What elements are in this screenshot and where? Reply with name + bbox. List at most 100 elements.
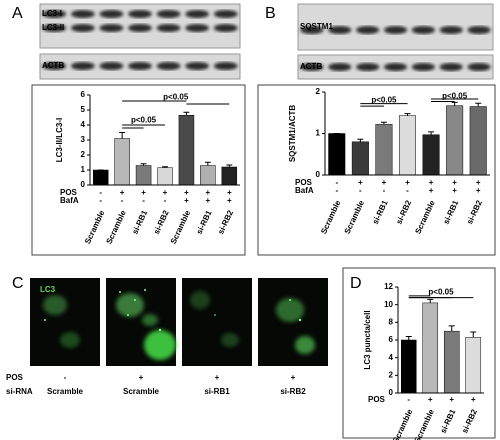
error-bar [427,298,434,303]
x-tick-label: si-RB2 [465,198,484,225]
x-tick-label: Scramble [343,198,367,235]
bar [399,115,416,176]
row-value: + [429,178,434,187]
channel-label: LC3 [40,285,56,294]
error-bar [119,132,126,139]
annotation: p<0.05 [442,91,468,100]
row-value: - [335,178,338,187]
error-bar [162,166,168,168]
row-value: si-RB1 [204,387,230,396]
row-value: - [359,186,362,195]
row-value: - [121,196,124,205]
row-value: + [382,178,387,187]
bar [443,330,460,394]
micrograph [258,278,328,366]
cell-signal [43,291,315,360]
y-axis-label: SQSTM1/ACTB [288,105,297,163]
row-value: - [335,186,338,195]
blot-band [185,62,210,70]
panel-frame [31,84,246,256]
row-value: - [99,196,102,205]
panel-letter: B [265,5,276,22]
bar [157,167,173,186]
row-value: + [139,373,144,382]
bar [400,339,417,394]
blot-band [467,63,491,71]
row-value: + [428,395,433,404]
blot-band [213,24,238,32]
bar [200,165,216,186]
puncta [44,289,302,332]
row-value: + [184,196,189,205]
micrograph [30,278,100,366]
y-tick-label: 2 [81,150,86,159]
x-tick-label: si-RB2 [394,198,413,225]
row-value: + [215,373,220,382]
blot-band [156,10,181,18]
row-value: - [164,196,167,205]
row-value: - [383,186,386,195]
blot-band [185,10,210,18]
blot-band [70,10,95,18]
error-bar [404,113,411,116]
blot-band [42,10,67,18]
blot-band [185,24,210,32]
annotation: p<0.05 [371,95,397,104]
y-axis-label: LC3 puncta/cell [363,310,372,369]
blot-band [70,24,95,32]
row-value: + [358,178,363,187]
y-tick-label: 8 [389,317,394,326]
y-tick-label: 0 [81,180,86,189]
error-bar [448,325,455,332]
x-tick-label: Scramble [83,208,107,245]
blot-band [156,62,181,70]
axes [397,287,484,394]
y-tick-label: 2 [316,87,321,96]
annotation: p<0.05 [163,92,189,101]
row-value: + [206,188,211,197]
x-tick-label: Scramble [391,407,415,440]
y-tick-label: 10 [384,300,393,309]
error-bar [140,163,147,166]
panel-c: C LC3 [12,275,328,366]
bar [351,141,369,176]
row-value: + [452,186,457,195]
blot-label: LC3-I [42,9,62,18]
axes [89,95,240,186]
bar [114,138,130,186]
annotation: p<0.05 [131,116,157,125]
row-label: POS [60,188,78,197]
row-value: - [64,373,67,382]
blot-band [156,24,181,32]
y-tick-label: 0 [316,170,321,179]
blot-band [439,26,463,34]
y-tick-label: 2 [389,370,394,379]
blot-band [328,63,352,71]
x-tick-label: Scramble [413,407,437,440]
blot-band [128,62,152,70]
x-tick-label: si-RB2 [460,407,479,434]
annotation: p<0.05 [428,287,454,296]
row-value: Scramble [123,387,160,396]
panel-letter: A [12,5,23,22]
row-value: + [429,186,434,195]
bar [465,337,482,394]
blot-label: LC3-II [42,23,64,32]
x-tick-label: Scramble [104,208,128,245]
x-tick-label: Scramble [413,198,437,235]
blot-band [213,10,238,18]
blot-band [383,63,408,71]
row-label: POS [6,373,24,382]
y-tick-label: 12 [384,282,393,291]
row-label: si-RNA [6,387,33,396]
error-bar [183,111,190,116]
panel-letter: C [12,275,24,292]
error-bar [226,164,233,167]
blot-band [42,62,67,70]
x-tick-label: si-RB2 [152,208,171,235]
panel-frame [257,84,496,256]
row-label: POS [368,395,386,404]
blot-band [355,63,380,71]
blot-band [70,62,95,70]
row-value: Scramble [47,387,84,396]
